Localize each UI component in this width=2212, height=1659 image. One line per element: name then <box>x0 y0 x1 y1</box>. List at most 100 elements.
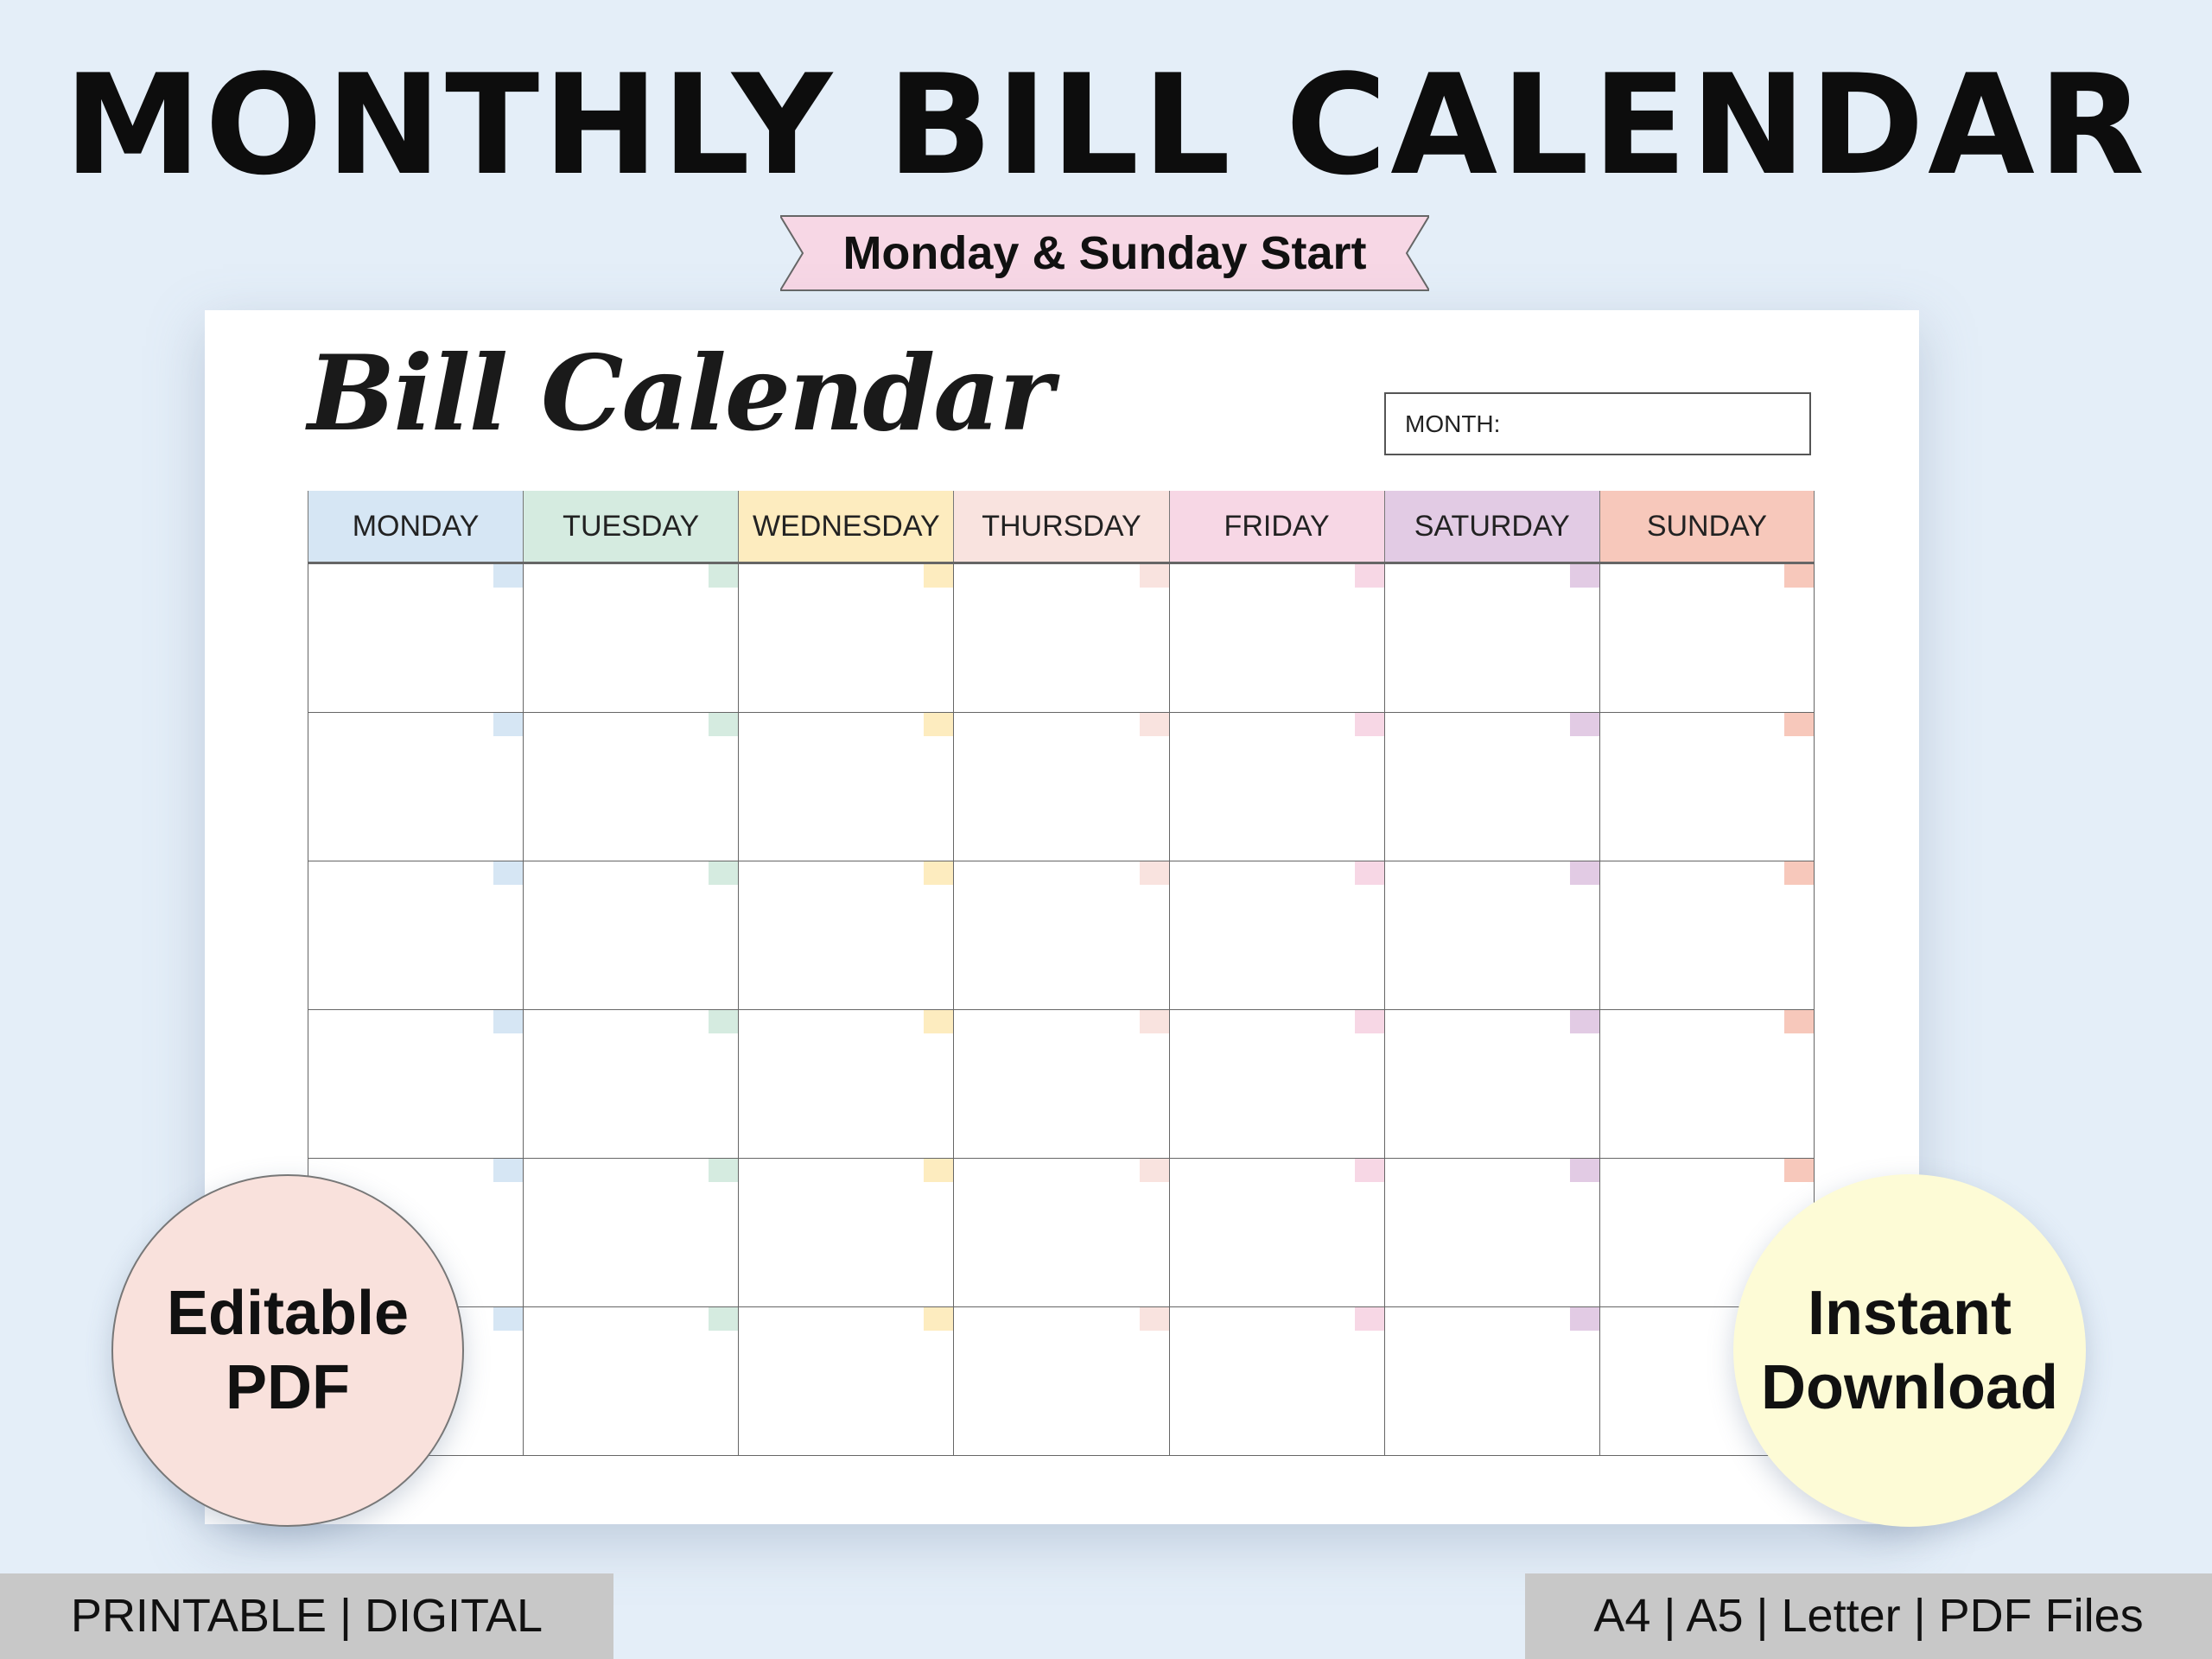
day-cell[interactable] <box>738 1307 954 1456</box>
day-cell[interactable] <box>1168 861 1384 1010</box>
day-cell[interactable] <box>738 861 954 1010</box>
date-tab <box>1139 1010 1169 1033</box>
date-tab <box>1139 861 1169 885</box>
date-tab <box>1354 1307 1384 1331</box>
day-cell[interactable] <box>1383 564 1599 713</box>
weekday-sunday: SUNDAY <box>1599 491 1815 562</box>
date-tab <box>709 1159 739 1182</box>
date-tab <box>493 861 524 885</box>
weekday-thursday: THURSDAY <box>953 491 1169 562</box>
date-tab <box>1354 1159 1384 1182</box>
day-cell[interactable] <box>523 1307 739 1456</box>
instant-download-text: Instant Download <box>1761 1279 2058 1422</box>
date-tab <box>1783 861 1814 885</box>
day-cell[interactable] <box>738 1010 954 1159</box>
day-cell[interactable] <box>953 861 1169 1010</box>
date-tab <box>493 713 524 736</box>
date-tab <box>1139 564 1169 588</box>
date-tab <box>709 713 739 736</box>
date-tab <box>1569 713 1599 736</box>
day-cell[interactable] <box>953 1010 1169 1159</box>
weekday-wednesday: WEDNESDAY <box>738 491 954 562</box>
calendar-days <box>308 564 1815 1456</box>
day-cell[interactable] <box>738 564 954 713</box>
date-tab <box>1139 1159 1169 1182</box>
date-tab <box>924 713 954 736</box>
day-cell[interactable] <box>1168 1307 1384 1456</box>
day-cell[interactable] <box>308 861 524 1010</box>
day-cell[interactable] <box>308 564 524 713</box>
date-tab <box>709 861 739 885</box>
date-tab <box>1569 861 1599 885</box>
weekday-friday: FRIDAY <box>1168 491 1384 562</box>
date-tab <box>924 1010 954 1033</box>
day-cell[interactable] <box>308 1010 524 1159</box>
day-cell[interactable] <box>953 713 1169 861</box>
editable-pdf-text: Editable PDF <box>166 1279 410 1422</box>
date-tab <box>1354 713 1384 736</box>
day-cell[interactable] <box>953 564 1169 713</box>
date-tab <box>1569 1307 1599 1331</box>
day-cell[interactable] <box>738 1159 954 1307</box>
date-tab <box>493 1010 524 1033</box>
date-tab <box>493 1159 524 1182</box>
editable-pdf-badge: Editable PDF <box>111 1174 464 1527</box>
weekday-header: MONDAY TUESDAY WEDNESDAY THURSDAY FRIDAY SATU… <box>308 491 1815 564</box>
day-cell[interactable] <box>738 713 954 861</box>
day-cell[interactable] <box>523 1010 739 1159</box>
day-cell[interactable] <box>1168 713 1384 861</box>
day-cell[interactable] <box>953 1307 1169 1456</box>
date-tab <box>1354 564 1384 588</box>
month-field[interactable]: MONTH: <box>1384 392 1811 455</box>
calendar-script-title: Bill Calendar <box>308 333 1053 454</box>
day-cell[interactable] <box>1599 861 1815 1010</box>
date-tab <box>493 1307 524 1331</box>
date-tab <box>1354 861 1384 885</box>
ribbon-banner: Monday & Sunday Start <box>780 214 1429 292</box>
date-tab <box>1569 1010 1599 1033</box>
day-cell[interactable] <box>308 713 524 861</box>
date-tab <box>1783 1010 1814 1033</box>
date-tab <box>1783 564 1814 588</box>
date-tab <box>1569 564 1599 588</box>
day-cell[interactable] <box>1599 713 1815 861</box>
day-cell[interactable] <box>953 1159 1169 1307</box>
day-cell[interactable] <box>523 713 739 861</box>
date-tab <box>924 861 954 885</box>
day-cell[interactable] <box>1599 564 1815 713</box>
format-bar: PRINTABLE | DIGITAL <box>0 1573 613 1659</box>
day-cell[interactable] <box>1168 1159 1384 1307</box>
day-cell[interactable] <box>523 1159 739 1307</box>
weekday-monday: MONDAY <box>308 491 524 562</box>
sizes-bar: A4 | A5 | Letter | PDF Files <box>1525 1573 2212 1659</box>
day-cell[interactable] <box>1168 564 1384 713</box>
day-cell[interactable] <box>1599 1010 1815 1159</box>
day-cell[interactable] <box>523 861 739 1010</box>
instant-download-badge: Instant Download <box>1733 1174 2086 1527</box>
day-cell[interactable] <box>1383 1010 1599 1159</box>
day-cell[interactable] <box>1168 1010 1384 1159</box>
day-cell[interactable] <box>1383 861 1599 1010</box>
date-tab <box>924 1307 954 1331</box>
date-tab <box>924 564 954 588</box>
date-tab <box>924 1159 954 1182</box>
calendar-grid: MONDAY TUESDAY WEDNESDAY THURSDAY FRIDAY SATU… <box>308 491 1815 1456</box>
day-cell[interactable] <box>1383 1159 1599 1307</box>
date-tab <box>709 1010 739 1033</box>
ribbon-shape <box>780 215 1429 291</box>
date-tab <box>1783 713 1814 736</box>
weekday-saturday: SATURDAY <box>1383 491 1599 562</box>
day-cell[interactable] <box>1383 1307 1599 1456</box>
date-tab <box>493 564 524 588</box>
date-tab <box>709 1307 739 1331</box>
day-cell[interactable] <box>1383 713 1599 861</box>
date-tab <box>1569 1159 1599 1182</box>
weekday-tuesday: TUESDAY <box>523 491 739 562</box>
date-tab <box>1139 1307 1169 1331</box>
date-tab <box>1354 1010 1384 1033</box>
ribbon-text: Monday & Sunday Start <box>842 227 1367 279</box>
day-cell[interactable] <box>523 564 739 713</box>
date-tab <box>709 564 739 588</box>
date-tab <box>1139 713 1169 736</box>
date-tab <box>1783 1159 1814 1182</box>
